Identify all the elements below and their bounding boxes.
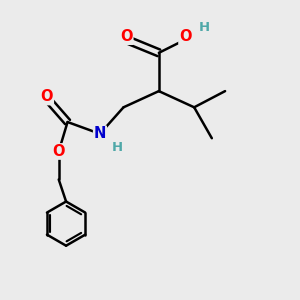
Text: O: O [52,144,65,159]
Text: N: N [94,126,106,141]
Text: O: O [41,89,53,104]
Text: H: H [112,141,123,154]
Text: H: H [199,21,210,34]
Text: O: O [120,29,133,44]
Text: O: O [179,29,192,44]
